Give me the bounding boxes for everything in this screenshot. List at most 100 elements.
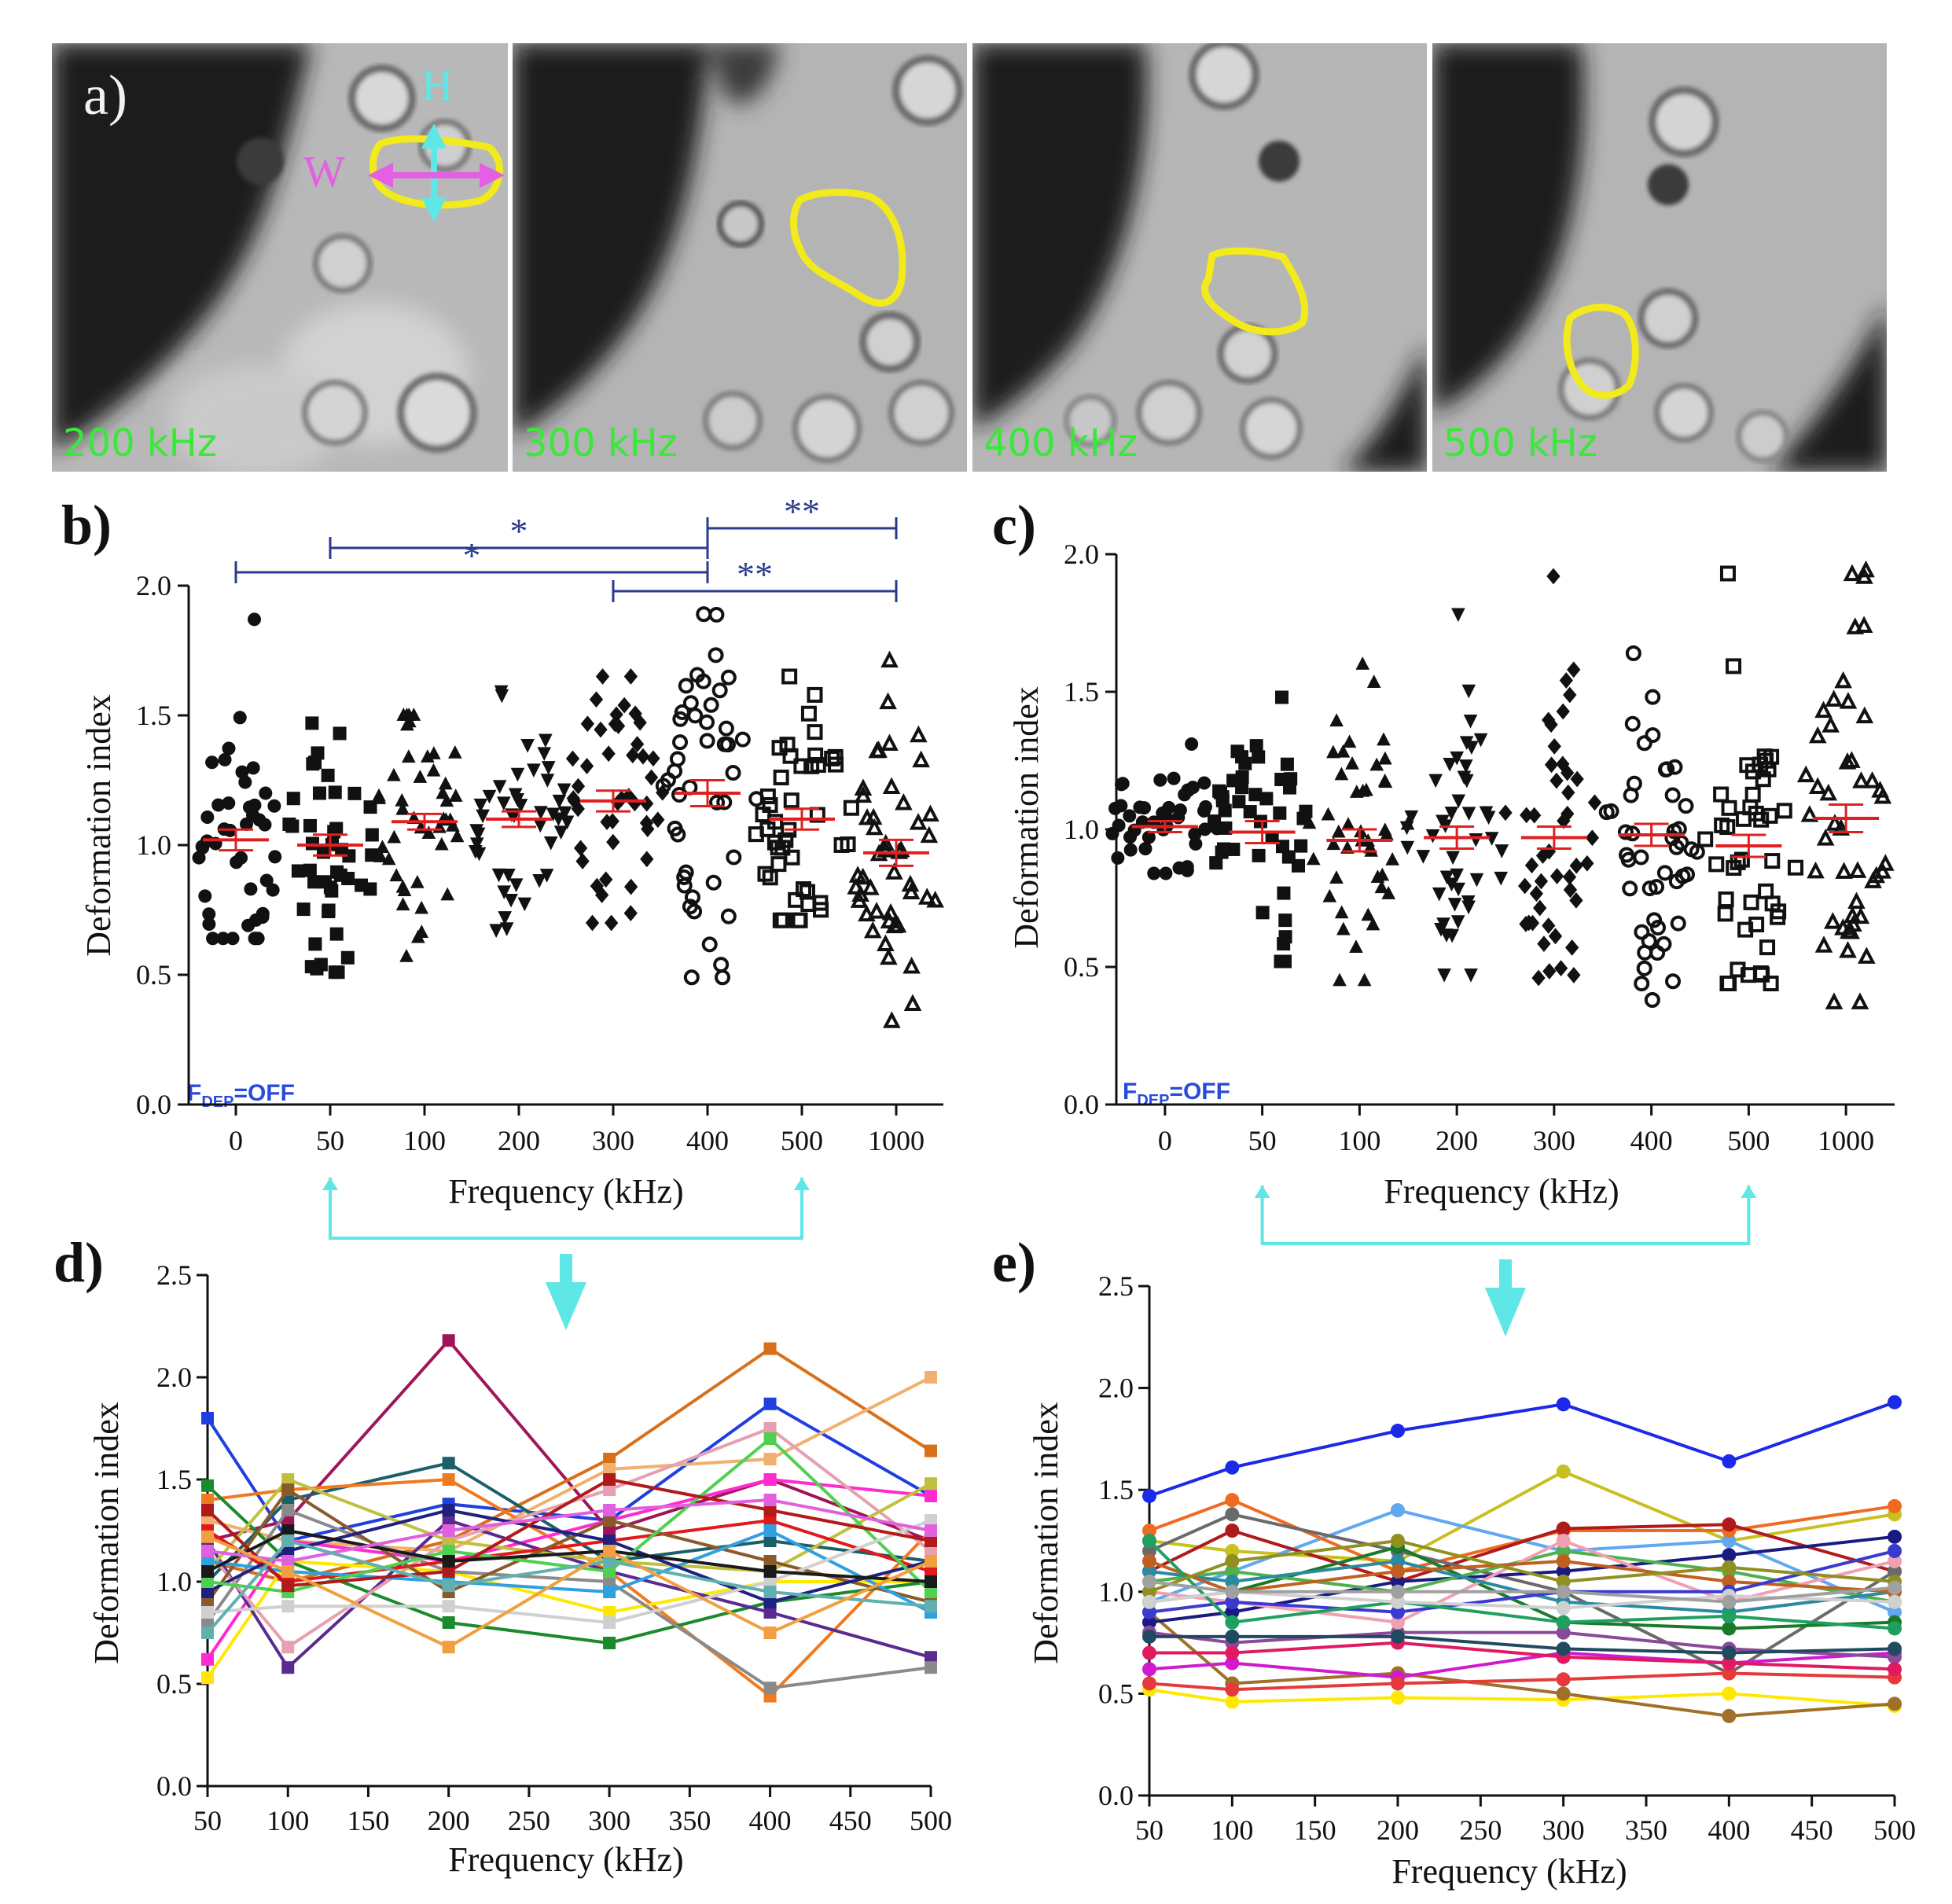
data-point [395,801,410,815]
data-point [1851,992,1869,1009]
x-tick-label: 500 [781,1125,823,1156]
data-point [1664,787,1681,803]
data-point [1391,1564,1405,1579]
data-point [701,936,718,953]
data-point [646,750,660,767]
data-point [509,878,524,893]
panel-d-lines: d) Deformation index Frequency (kHz) 0.0… [53,1231,952,1879]
series-path [206,1426,932,1649]
x-tick-label: 300 [1542,1814,1585,1846]
data-point [281,1483,295,1496]
data-point [400,717,414,731]
data-point [395,897,410,911]
data-point [1888,1553,1902,1568]
data-point [1460,774,1474,788]
data-point [1404,810,1419,825]
data-point [1641,880,1658,897]
data-point [1636,960,1652,976]
data-point [1844,906,1862,924]
data-point [201,1575,214,1588]
data-point [1563,686,1577,704]
data-point [1216,842,1230,856]
data-point [1345,755,1359,770]
data-point [413,770,428,783]
data-point [763,1473,777,1486]
data-point [925,1524,937,1537]
data-point [1722,1621,1737,1636]
data-point [442,1545,455,1557]
data-point [1525,914,1540,932]
data-point [507,809,521,823]
connector-arrowhead [322,1178,338,1190]
data-point [1400,840,1415,855]
data-point [442,1616,455,1629]
data-point [603,1637,616,1649]
data-point [1342,734,1357,748]
data-point [854,867,872,885]
data-point [571,800,585,818]
data-point [540,774,555,788]
data-point [333,868,347,882]
data-point [426,763,441,777]
data-point [296,902,311,917]
series-path [206,1484,932,1645]
data-point [1378,751,1392,765]
data-point [1726,658,1742,674]
micrograph-400khz: 400 kHz [972,43,1427,472]
data-point [202,917,216,931]
data-point [373,849,388,862]
data-point [803,758,820,774]
data-point [1821,715,1840,733]
series-line-12 [1142,1666,1902,1697]
data-point [201,1616,214,1629]
data-point [1255,906,1270,920]
panel-a-letter: a) [83,64,127,127]
data-point [201,1494,214,1506]
data-point [784,849,800,866]
series-path [1149,1549,1895,1604]
y-tick-label: 0.5 [156,1668,192,1700]
series-line-3 [201,1342,937,1588]
data-point [1625,645,1641,661]
data-point [1839,692,1858,709]
data-point [599,871,613,888]
group-100 [372,708,465,962]
data-point [560,815,575,830]
data-point [1598,804,1615,821]
x-tick-label: 50 [1135,1814,1163,1846]
data-point [1843,564,1862,582]
data-point [1888,1604,1902,1619]
data-point [1299,804,1313,818]
data-point [678,864,694,880]
data-point [201,1504,214,1516]
x-tick-label: 50 [316,1125,344,1156]
data-point [921,804,939,822]
data-point [201,1530,214,1543]
series-path [207,1376,932,1553]
data-point [1873,862,1891,879]
group-1000 [1796,560,1895,1009]
series-path [1149,1498,1895,1573]
data-point [1153,773,1167,787]
data-point [1567,661,1581,678]
data-point [1142,1662,1156,1677]
data-point [281,1641,295,1654]
data-point [375,840,390,854]
data-point [1341,817,1355,831]
data-point [1722,1645,1737,1660]
data-point [248,612,262,627]
data-point [1162,800,1176,814]
data-point [667,763,683,779]
data-point [759,821,776,837]
data-point [1450,915,1465,929]
data-point [1537,935,1551,953]
data-point [1437,969,1451,983]
data-point [1142,1676,1156,1691]
data-point [863,921,882,939]
data-point [1479,806,1494,821]
data-point [1252,848,1266,862]
data-point [1434,923,1448,937]
data-point [1142,1524,1156,1538]
data-point [442,1504,455,1516]
data-point [1391,1604,1405,1619]
